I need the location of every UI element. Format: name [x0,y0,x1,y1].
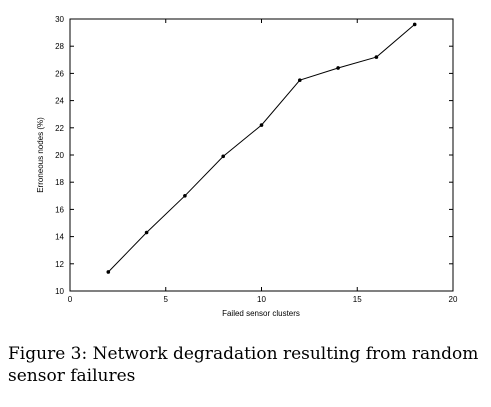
data-point [183,194,187,198]
data-point [145,231,149,235]
x-tick-label: 15 [353,295,362,304]
tick-labels: 0 5 10 15 20 10 12 14 16 18 20 22 24 26 28 30 [55,15,458,304]
y-tick-label: 10 [55,287,64,296]
x-tick-label: 20 [449,295,458,304]
plot-frame [70,19,453,291]
x-axis-label: Failed sensor clusters [222,309,300,318]
ticks [70,19,453,291]
y-axis-label: Erroneous nodes (%) [36,117,45,193]
y-tick-label: 16 [55,205,64,214]
y-tick-label: 20 [55,151,64,160]
x-tick-label: 10 [257,295,266,304]
y-tick-label: 22 [55,124,64,133]
series-line [108,24,414,272]
y-tick-label: 14 [55,233,64,242]
data-point [298,78,302,82]
y-tick-label: 26 [55,69,64,78]
data-point [107,270,111,274]
data-point [336,66,340,70]
y-tick-label: 18 [55,178,64,187]
data-point [413,23,417,27]
y-tick-label: 24 [55,97,64,106]
y-tick-label: 30 [55,15,64,24]
y-tick-label: 12 [55,260,64,269]
data-point [375,55,379,59]
data-point [221,155,225,159]
data-point [260,123,264,127]
x-tick-label: 0 [68,295,73,304]
chart: 0 5 10 15 20 10 12 14 16 18 20 22 24 26 28 30 Failed se… [0,0,491,340]
data-points [107,23,417,274]
x-tick-label: 5 [164,295,169,304]
y-tick-label: 28 [55,42,64,51]
figure-caption: Figure 3: Network degradation resulting … [8,343,486,387]
